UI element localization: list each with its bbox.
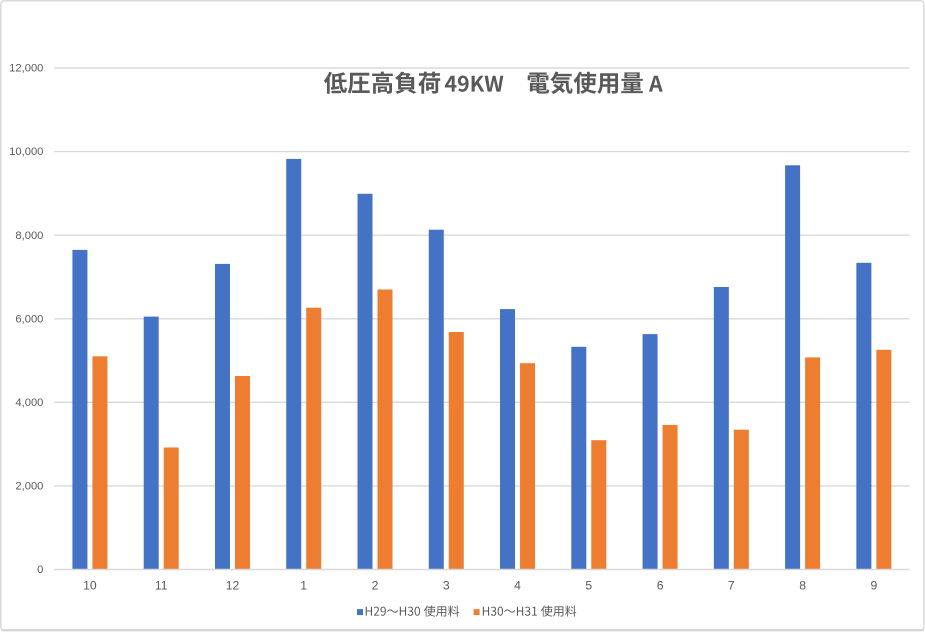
svg-text:8: 8 — [799, 579, 806, 593]
svg-text:4,000: 4,000 — [15, 397, 43, 409]
svg-text:3: 3 — [443, 579, 450, 593]
svg-text:2: 2 — [372, 579, 379, 593]
svg-text:10,000: 10,000 — [9, 146, 43, 158]
svg-text:7: 7 — [728, 579, 735, 593]
svg-text:6: 6 — [657, 579, 664, 593]
svg-text:1: 1 — [300, 579, 307, 593]
svg-text:5: 5 — [585, 579, 592, 593]
svg-text:6,000: 6,000 — [15, 313, 43, 325]
svg-text:8,000: 8,000 — [15, 230, 43, 242]
svg-text:0: 0 — [37, 564, 43, 576]
svg-text:11: 11 — [155, 579, 168, 593]
svg-text:2,000: 2,000 — [15, 481, 43, 493]
svg-text:12: 12 — [226, 579, 240, 593]
svg-text:12,000: 12,000 — [9, 63, 43, 75]
svg-text:9: 9 — [871, 579, 878, 593]
svg-text:4: 4 — [514, 579, 521, 593]
svg-text:10: 10 — [83, 579, 97, 593]
